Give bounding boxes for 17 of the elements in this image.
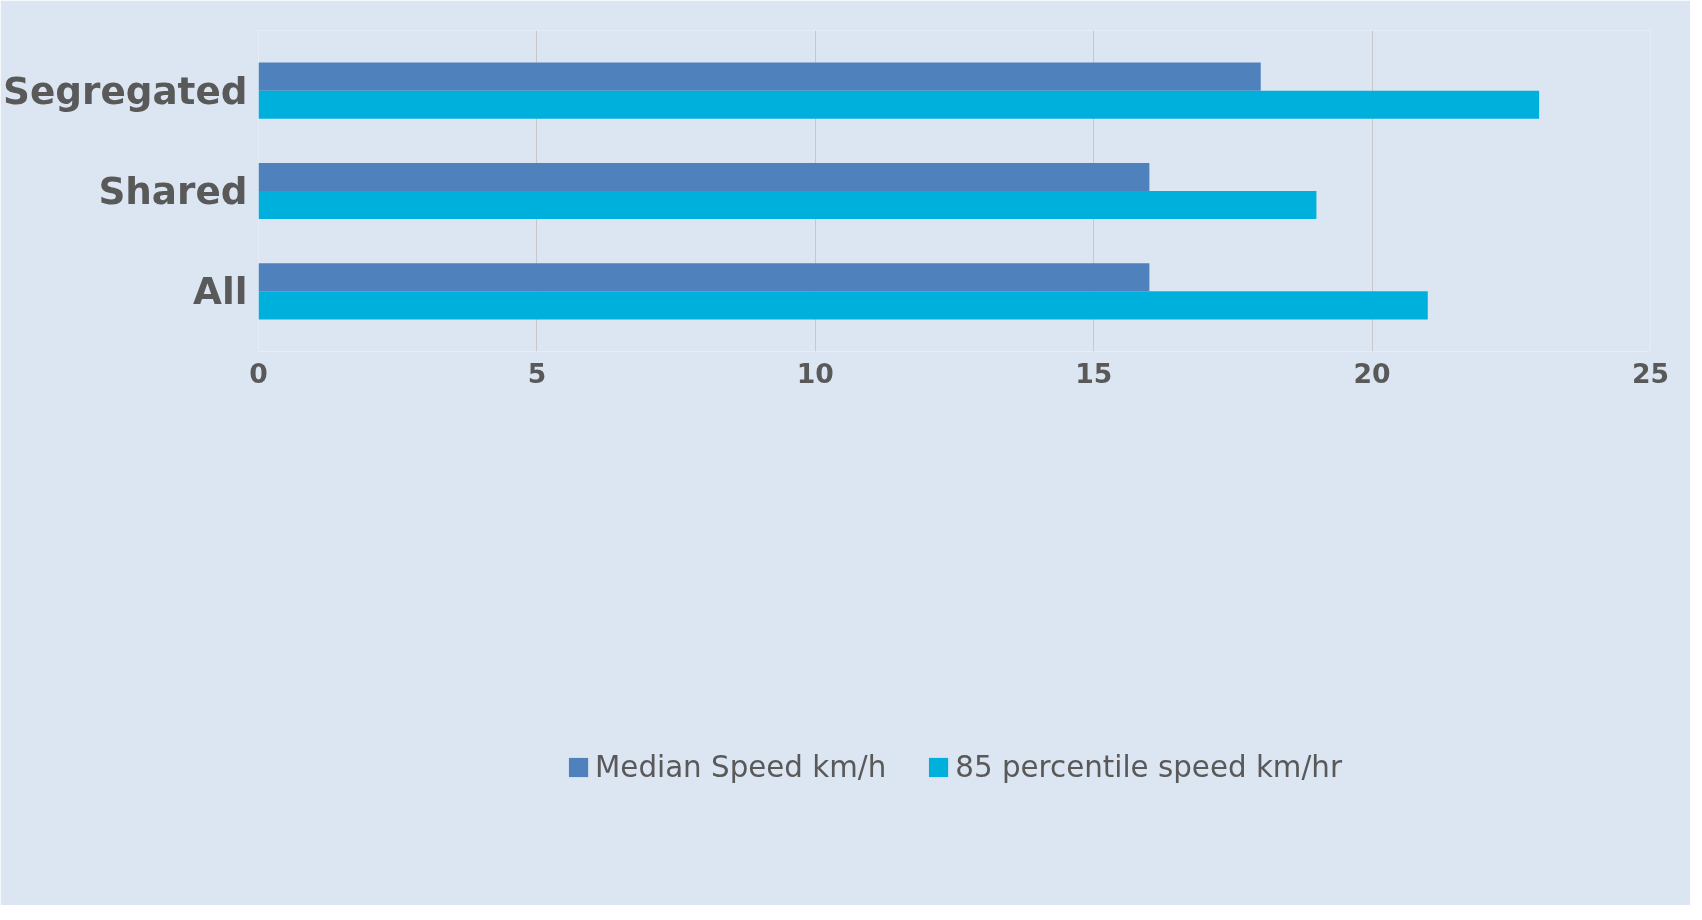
y-tick-label: Segregated [3, 68, 248, 113]
x-tick-label: 15 [1075, 357, 1113, 389]
legend-label: Median Speed km/h [595, 749, 887, 784]
x-tick-label: 5 [527, 357, 547, 389]
x-tick-label: 0 [249, 357, 268, 389]
legend-label: 85 percentile speed km/hr [955, 749, 1342, 784]
bar [258, 162, 1150, 191]
bar [258, 90, 1540, 119]
x-tick-label: 10 [796, 357, 834, 389]
y-tick-label: All [193, 269, 248, 314]
y-tick-label: Shared [98, 169, 248, 213]
x-tick-label: 25 [1631, 357, 1670, 389]
bar [258, 62, 1261, 91]
bar [258, 263, 1150, 292]
bar [258, 291, 1428, 320]
x-tick-label: 20 [1353, 357, 1391, 389]
bar [258, 191, 1317, 220]
